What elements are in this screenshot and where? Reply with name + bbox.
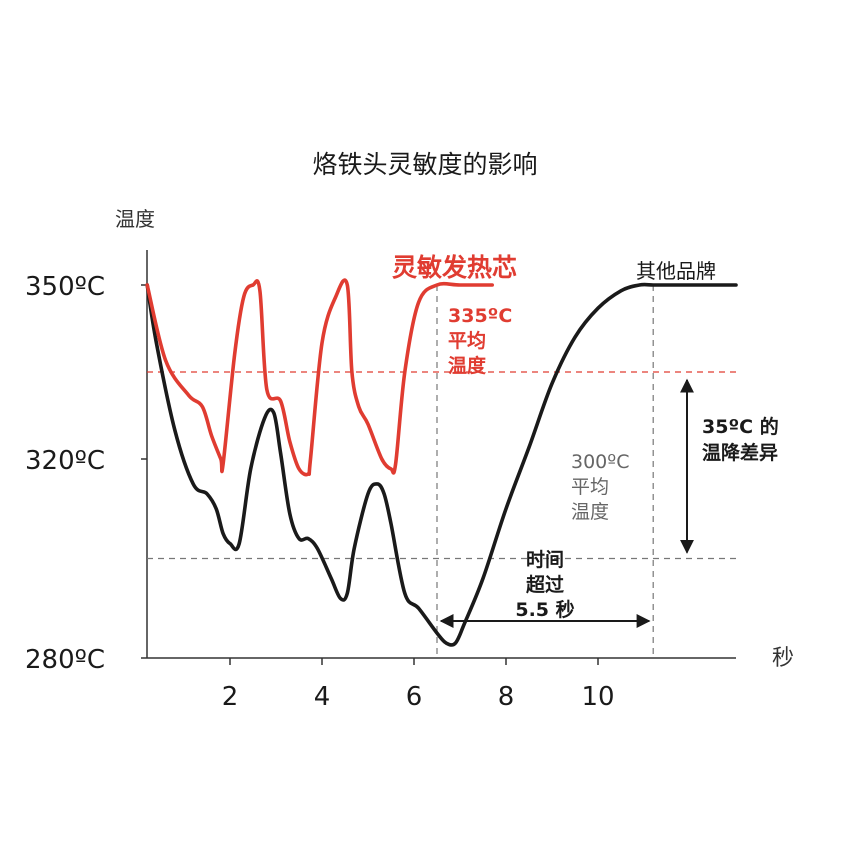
difference-note: 35ºC 的 温降差异: [702, 415, 779, 464]
black-average-note: 300ºC 平均 温度: [571, 451, 629, 523]
y-tick-label: 350ºC: [25, 272, 105, 302]
x-tick-label: 6: [406, 682, 423, 712]
reference-lines: [147, 285, 736, 658]
black-avg-word1: 平均: [571, 476, 609, 498]
time-line3: 5.5 秒: [515, 598, 574, 621]
black-avg-value: 300ºC: [571, 451, 629, 473]
diff-line1: 35ºC 的: [702, 415, 779, 438]
y-ticks: 350ºC 320ºC 280ºC: [25, 272, 147, 675]
red-avg-word2: 温度: [448, 354, 487, 377]
chart-title: 烙铁头灵敏度的影响: [312, 150, 537, 179]
y-tick-label: 280ºC: [25, 645, 105, 675]
y-axis-label: 温度: [115, 207, 155, 231]
x-tick-label: 2: [222, 682, 239, 712]
time-line2: 超过: [525, 573, 564, 596]
x-ticks: 2 4 6 8 10: [222, 658, 615, 712]
red-avg-word1: 平均: [448, 329, 486, 352]
black-series-label: 其他品牌: [636, 259, 716, 283]
annotation-arrows: [439, 378, 694, 628]
series-group: [145, 278, 738, 647]
x-axis-label: 秒: [772, 646, 794, 671]
axes: [146, 250, 736, 659]
y-tick-label: 320ºC: [25, 446, 105, 476]
series-line-sensitive-heater: [145, 278, 494, 477]
diff-line2: 温降差异: [702, 441, 778, 464]
time-note: 时间 超过 5.5 秒: [515, 549, 574, 621]
red-avg-value: 335ºC: [448, 305, 512, 327]
x-tick-label: 8: [498, 682, 515, 712]
red-series-label: 灵敏发热芯: [392, 253, 517, 282]
black-avg-word2: 温度: [571, 501, 609, 523]
series-line-other-brand: [145, 282, 738, 647]
red-average-note: 335ºC 平均 温度: [448, 305, 512, 377]
time-line1: 时间: [526, 549, 564, 571]
x-tick-label: 4: [314, 682, 331, 712]
x-tick-label: 10: [581, 682, 614, 712]
